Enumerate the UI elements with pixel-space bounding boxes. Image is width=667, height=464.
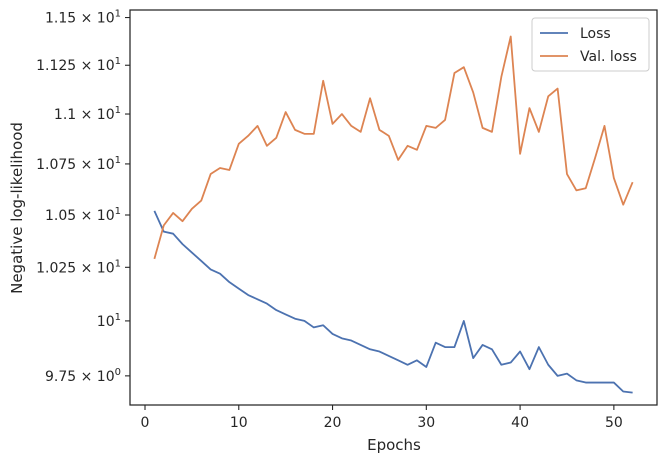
x-tick-label: 50 — [605, 415, 623, 431]
plot-background — [130, 10, 657, 405]
y-axis-label: Negative log-likelihood — [8, 122, 26, 294]
y-tick-label: 9.75 × 100 — [45, 367, 121, 385]
series-line-loss — [153, 210, 633, 394]
legend: Loss Val. loss — [531, 17, 650, 72]
y-tick-label: 1.075 × 101 — [36, 155, 121, 173]
x-tick-label: 40 — [511, 415, 529, 431]
x-tick-label: 0 — [141, 415, 150, 431]
x-axis: 0 10 20 30 40 50 — [141, 405, 623, 431]
x-tick-label: 10 — [230, 415, 248, 431]
y-tick-label: 1.125 × 101 — [36, 56, 121, 74]
y-tick-label: 1.05 × 101 — [45, 206, 121, 224]
legend-label-val-loss: Val. loss — [580, 49, 637, 65]
y-tick-label: 1.15 × 101 — [45, 9, 121, 27]
series-line-val-loss — [153, 35, 634, 260]
y-axis: 9.75 × 100 101 1.025 × 101 1.05 × 101 1.075 … — [36, 9, 130, 385]
x-tick-label: 30 — [417, 415, 435, 431]
y-tick-label: 1.025 × 101 — [36, 258, 121, 276]
legend-box — [531, 17, 650, 72]
y-tick-label: 1.1 × 101 — [54, 105, 121, 123]
y-tick-label: 101 — [97, 312, 121, 330]
x-tick-label: 20 — [324, 415, 342, 431]
series-layer — [153, 35, 634, 394]
plot-frame — [129, 9, 658, 406]
x-axis-label: Epochs — [367, 436, 421, 454]
legend-label-loss: Loss — [580, 26, 611, 42]
